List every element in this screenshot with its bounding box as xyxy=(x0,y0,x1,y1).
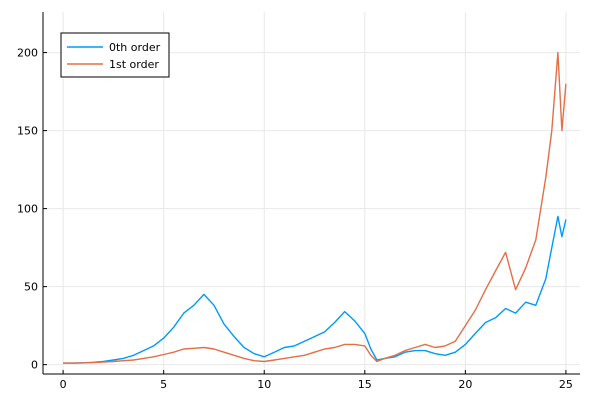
x-axis-ticks: 0 5 10 15 20 25 xyxy=(60,370,573,391)
x-tick-label: 25 xyxy=(559,378,573,391)
x-tick-label: 0 xyxy=(60,378,67,391)
legend-label-1st-order: 1st order xyxy=(109,58,159,71)
x-tick-label: 20 xyxy=(458,378,472,391)
legend: 0th order 1st order xyxy=(60,32,170,78)
x-tick-label: 10 xyxy=(257,378,271,391)
y-tick-label: 200 xyxy=(17,47,38,60)
y-tick-label: 150 xyxy=(17,125,38,138)
y-tick-label: 50 xyxy=(24,281,38,294)
series-line-1st-order xyxy=(63,51,567,364)
y-tick-label: 0 xyxy=(31,359,38,372)
legend-label-0th-order: 0th order xyxy=(109,41,161,54)
y-tick-label: 100 xyxy=(17,203,38,216)
legend-box xyxy=(60,32,170,78)
axes xyxy=(42,12,580,375)
y-axis-ticks: 0 50 100 150 200 xyxy=(17,47,47,372)
series-line-0th-order xyxy=(63,215,567,364)
x-tick-label: 5 xyxy=(160,378,167,391)
x-tick-label: 15 xyxy=(358,378,372,391)
series-layer xyxy=(63,51,567,364)
